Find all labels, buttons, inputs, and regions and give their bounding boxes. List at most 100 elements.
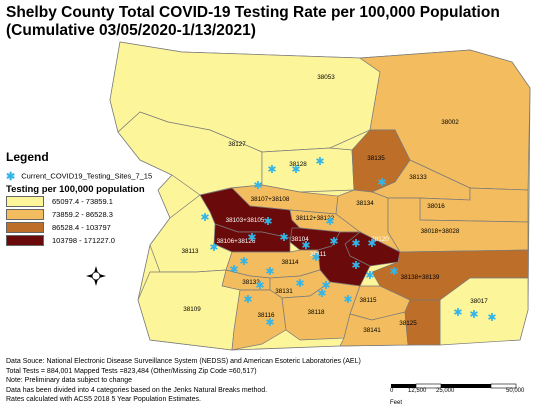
scale-unit: Feet xyxy=(390,400,403,406)
testing-site-icon: ✱ xyxy=(265,316,274,329)
scale-tick: 0 xyxy=(390,388,394,394)
note-line: Data Souce: National Electronic Disease … xyxy=(6,358,361,365)
note-line: Rates calculated with ACS5 2018 5 Year P… xyxy=(6,396,201,404)
testing-site-icon: ✱ xyxy=(301,239,310,252)
title-line-2: (Cumulative 03/05/2020-1/13/2021) xyxy=(6,22,256,39)
scale-bar-graphic xyxy=(391,383,517,389)
source-notes: Data Souce: National Electronic Disease … xyxy=(6,357,361,405)
zip-label: 38128 xyxy=(289,161,307,168)
zip-label: 38018+38028 xyxy=(421,228,460,235)
zip-label: 38114 xyxy=(281,259,299,266)
testing-site-icon: ✱ xyxy=(365,269,374,282)
testing-site-icon: ✱ xyxy=(315,155,324,168)
title-line-1: Shelby County Total COVID-19 Testing Rat… xyxy=(6,4,500,21)
note-line: Total Tests = 884,001 Mapped Tests =823,… xyxy=(6,367,257,375)
testing-site-icon: ✱ xyxy=(255,279,264,292)
scale-tick: 50,000 xyxy=(506,388,525,394)
testing-site-icon: ✱ xyxy=(343,293,352,306)
zip-label: 38111 xyxy=(310,251,327,258)
testing-site-icon: ✱ xyxy=(200,211,209,224)
zip-label: 38116 xyxy=(257,312,275,319)
legend-class-label: 103798 - 171227.0 xyxy=(52,236,115,245)
testing-site-icon: ✱ xyxy=(295,277,304,290)
testing-site-icon: ✱ xyxy=(6,171,16,183)
testing-site-icon: ✱ xyxy=(267,163,276,176)
testing-site-icon: ✱ xyxy=(279,231,288,244)
testing-site-icon: ✱ xyxy=(243,293,252,306)
zip-label: 38016 xyxy=(427,203,445,210)
testing-site-icon: ✱ xyxy=(311,251,320,264)
testing-site-icon: ✱ xyxy=(487,311,496,324)
zip-label: 38104 xyxy=(291,236,309,243)
north-arrow-icon xyxy=(86,266,106,286)
testing-site-icon: ✱ xyxy=(229,263,238,276)
testing-site-icon: ✱ xyxy=(321,279,330,292)
zip-area-38127 xyxy=(117,111,263,196)
legend-swatch xyxy=(6,222,44,233)
testing-site-icon: ✱ xyxy=(265,265,274,278)
testing-site-icon: ✱ xyxy=(329,235,338,248)
testing-site-icon: ✱ xyxy=(263,215,272,228)
testing-site-icon: ✱ xyxy=(367,237,376,250)
zip-label: 38127 xyxy=(228,141,246,148)
testing-site-icon: ✱ xyxy=(247,231,256,244)
zip-label: 38135 xyxy=(367,155,385,162)
testing-site-icon: ✱ xyxy=(291,163,300,176)
scale-tick: 25,000 xyxy=(436,388,455,394)
testing-site-icon: ✱ xyxy=(239,255,248,268)
legend-rate-title: Testing per 100,000 population xyxy=(6,184,145,195)
legend-swatch xyxy=(6,196,44,207)
zip-label: 38115 xyxy=(359,297,377,304)
testing-site-icon: ✱ xyxy=(469,308,478,321)
zip-label: 38133 xyxy=(409,174,427,181)
zip-area-38018+38028 xyxy=(387,197,529,253)
zip-label: 38112+38122 xyxy=(296,215,335,222)
legend-class-row: 86528.4 - 103797 xyxy=(6,222,111,233)
testing-site-icon: ✱ xyxy=(209,241,218,254)
zip-area-38116 xyxy=(231,289,287,351)
legend-swatch xyxy=(6,209,44,220)
testing-site-icon: ✱ xyxy=(453,306,462,319)
zip-label: 38053 xyxy=(317,74,335,81)
legend-class-row: 65097.4 - 73859.1 xyxy=(6,196,113,207)
zip-label: 38109 xyxy=(183,306,201,313)
scale-tick: 12,500 xyxy=(408,388,427,394)
zip-label: 38103+38105 xyxy=(226,217,265,224)
zip-label: 38120 xyxy=(371,236,389,243)
testing-site-icon: ✱ xyxy=(351,237,360,250)
testing-site-icon: ✱ xyxy=(351,259,360,272)
zip-label: 38125 xyxy=(399,320,417,327)
legend-class-label: 73859.2 - 86528.3 xyxy=(52,210,113,219)
legend-class-row: 73859.2 - 86528.3 xyxy=(6,209,113,220)
zip-label: 38107+38108 xyxy=(251,196,290,203)
legend-class-label: 65097.4 - 73859.1 xyxy=(52,197,113,206)
testing-site-icon: ✱ xyxy=(253,179,262,192)
legend-class-row: 103798 - 171227.0 xyxy=(6,235,115,246)
zip-label: 38134 xyxy=(356,200,374,207)
testing-site-icon: ✱ xyxy=(389,265,398,278)
note-line: Data has been divided into 4 categories … xyxy=(6,386,268,394)
testing-site-icon: ✱ xyxy=(317,287,326,300)
legend-sites-label: Current_COVID19_Testing_Sites_7_15 xyxy=(21,171,153,181)
zip-label: 38141 xyxy=(363,327,381,334)
zip-area-38125 xyxy=(404,299,441,346)
zip-label: 38131 xyxy=(275,288,293,295)
legend-class-label: 86528.4 - 103797 xyxy=(52,223,111,232)
zip-label: 38002 xyxy=(441,119,459,126)
legend-swatch xyxy=(6,235,44,246)
scale-bar: 0 12,500 25,000 50,000 Feet xyxy=(390,378,530,406)
zip-label: 38017 xyxy=(470,298,488,305)
zip-label: 38106+38126 xyxy=(217,238,256,245)
legend-sites-row: ✱ Current_COVID19_Testing_Sites_7_15 xyxy=(6,170,152,183)
legend: Legend xyxy=(6,150,49,164)
map-title: Shelby County Total COVID-19 Testing Rat… xyxy=(6,4,500,40)
testing-site-icon: ✱ xyxy=(325,215,334,228)
note-line: Note: Preliminary data subject to change xyxy=(6,377,133,385)
testing-site-icon: ✱ xyxy=(377,176,386,189)
legend-title: Legend xyxy=(6,150,49,164)
zip-label: 38138+38139 xyxy=(401,274,440,281)
zip-label: 38113 xyxy=(181,248,199,255)
zip-label: 38118 xyxy=(307,309,325,316)
zip-label: 38132 xyxy=(242,279,260,286)
